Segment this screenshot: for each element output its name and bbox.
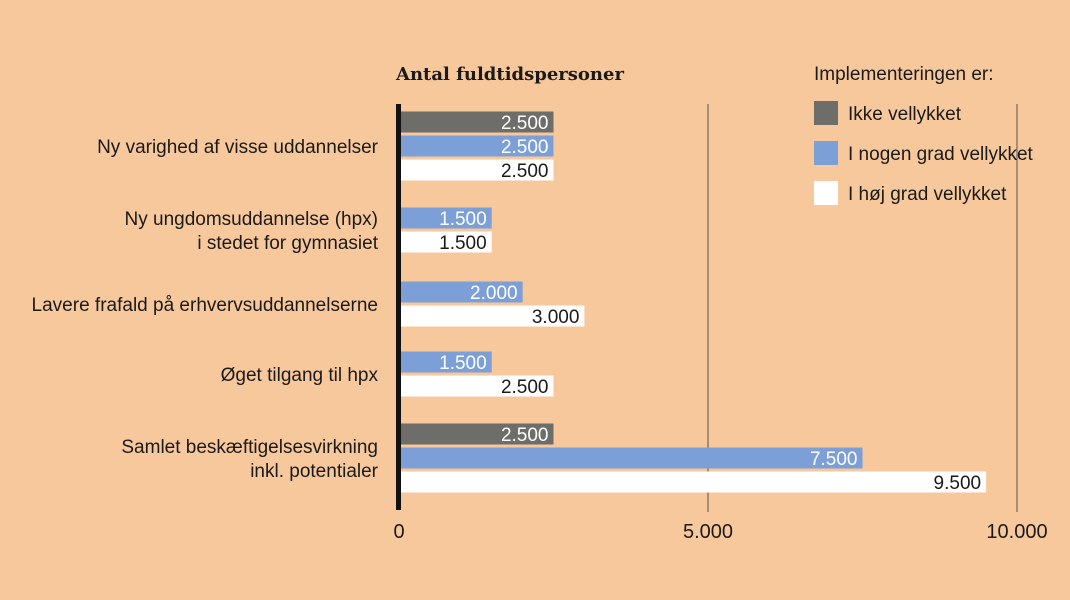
- bar-2-2: [399, 305, 585, 327]
- category-label-4-0: Samlet beskæftigelsesvirkning: [121, 437, 378, 458]
- legend-swatch-1: [814, 141, 838, 165]
- bar-value-label-4-1: 7.500: [810, 449, 858, 470]
- bar-3-1: [399, 351, 492, 373]
- y-axis-line: [396, 104, 401, 510]
- chart-title: Antal fuldtidspersoner: [395, 64, 624, 85]
- bar-1-2: [399, 231, 492, 253]
- bar-value-label-4-2: 9.500: [934, 473, 982, 494]
- bar-value-label-0-0: 2.500: [501, 113, 549, 134]
- bar-value-label-3-1: 1.500: [439, 353, 487, 374]
- category-label-3-0: Øget tilgang til hpx: [221, 365, 379, 386]
- bar-value-label-2-1: 2.000: [470, 283, 518, 304]
- bar-value-label-4-0: 2.500: [501, 425, 549, 446]
- bar-0-0: [399, 111, 554, 133]
- legend-label-2: I høj grad vellykket: [848, 184, 1007, 205]
- bar-4-2: [399, 471, 987, 493]
- category-label-1-1: i stedet for gymnasiet: [197, 233, 378, 254]
- legend-label-1: I nogen grad vellykket: [848, 144, 1034, 165]
- category-label-1-0: Ny ungdomsuddannelse (hpx): [125, 209, 379, 230]
- gridlines: [707, 104, 1018, 512]
- x-tick-label-1: 5.000: [683, 521, 733, 543]
- bar-value-label-0-2: 2.500: [501, 161, 549, 182]
- bar-4-0: [399, 423, 554, 445]
- bar-2-1: [399, 281, 523, 303]
- bar-0-1: [399, 135, 554, 157]
- bar-0-2: [399, 159, 554, 181]
- bar-3-2: [399, 375, 554, 397]
- category-label-0-0: Ny varighed af visse uddannelser: [97, 137, 379, 158]
- bar-4-1: [399, 447, 863, 469]
- legend-swatch-2: [814, 181, 838, 205]
- legend-label-0: Ikke vellykket: [848, 104, 962, 125]
- x-axis-ticks: 0 5.000 10.000: [393, 521, 1047, 543]
- x-tick-label-0: 0: [393, 521, 404, 543]
- bar-value-label-1-1: 1.500: [439, 209, 487, 230]
- legend-title: Implementeringen er:: [814, 64, 994, 85]
- bar-1-1: [399, 207, 492, 229]
- legend-swatch-0: [814, 101, 838, 125]
- legend: Ikke vellykket I nogen grad vellykket I hø…: [814, 101, 1034, 205]
- bar-value-label-3-2: 2.500: [501, 377, 549, 398]
- category-label-4-1: inkl. potentialer: [250, 461, 378, 482]
- bar-value-label-0-1: 2.500: [501, 137, 549, 158]
- x-tick-label-2: 10.000: [986, 521, 1047, 543]
- bars: 2.500 2.500 2.500 1.500 1.500 2.000 3.000 1.500…: [399, 111, 987, 494]
- category-labels: Ny varighed af visse uddannelser Ny ungdo…: [32, 137, 379, 482]
- category-label-2-0: Lavere frafald på erhvervsuddannelserne: [32, 295, 378, 316]
- bar-value-label-2-2: 3.000: [532, 307, 580, 328]
- bar-value-label-1-2: 1.500: [439, 233, 487, 254]
